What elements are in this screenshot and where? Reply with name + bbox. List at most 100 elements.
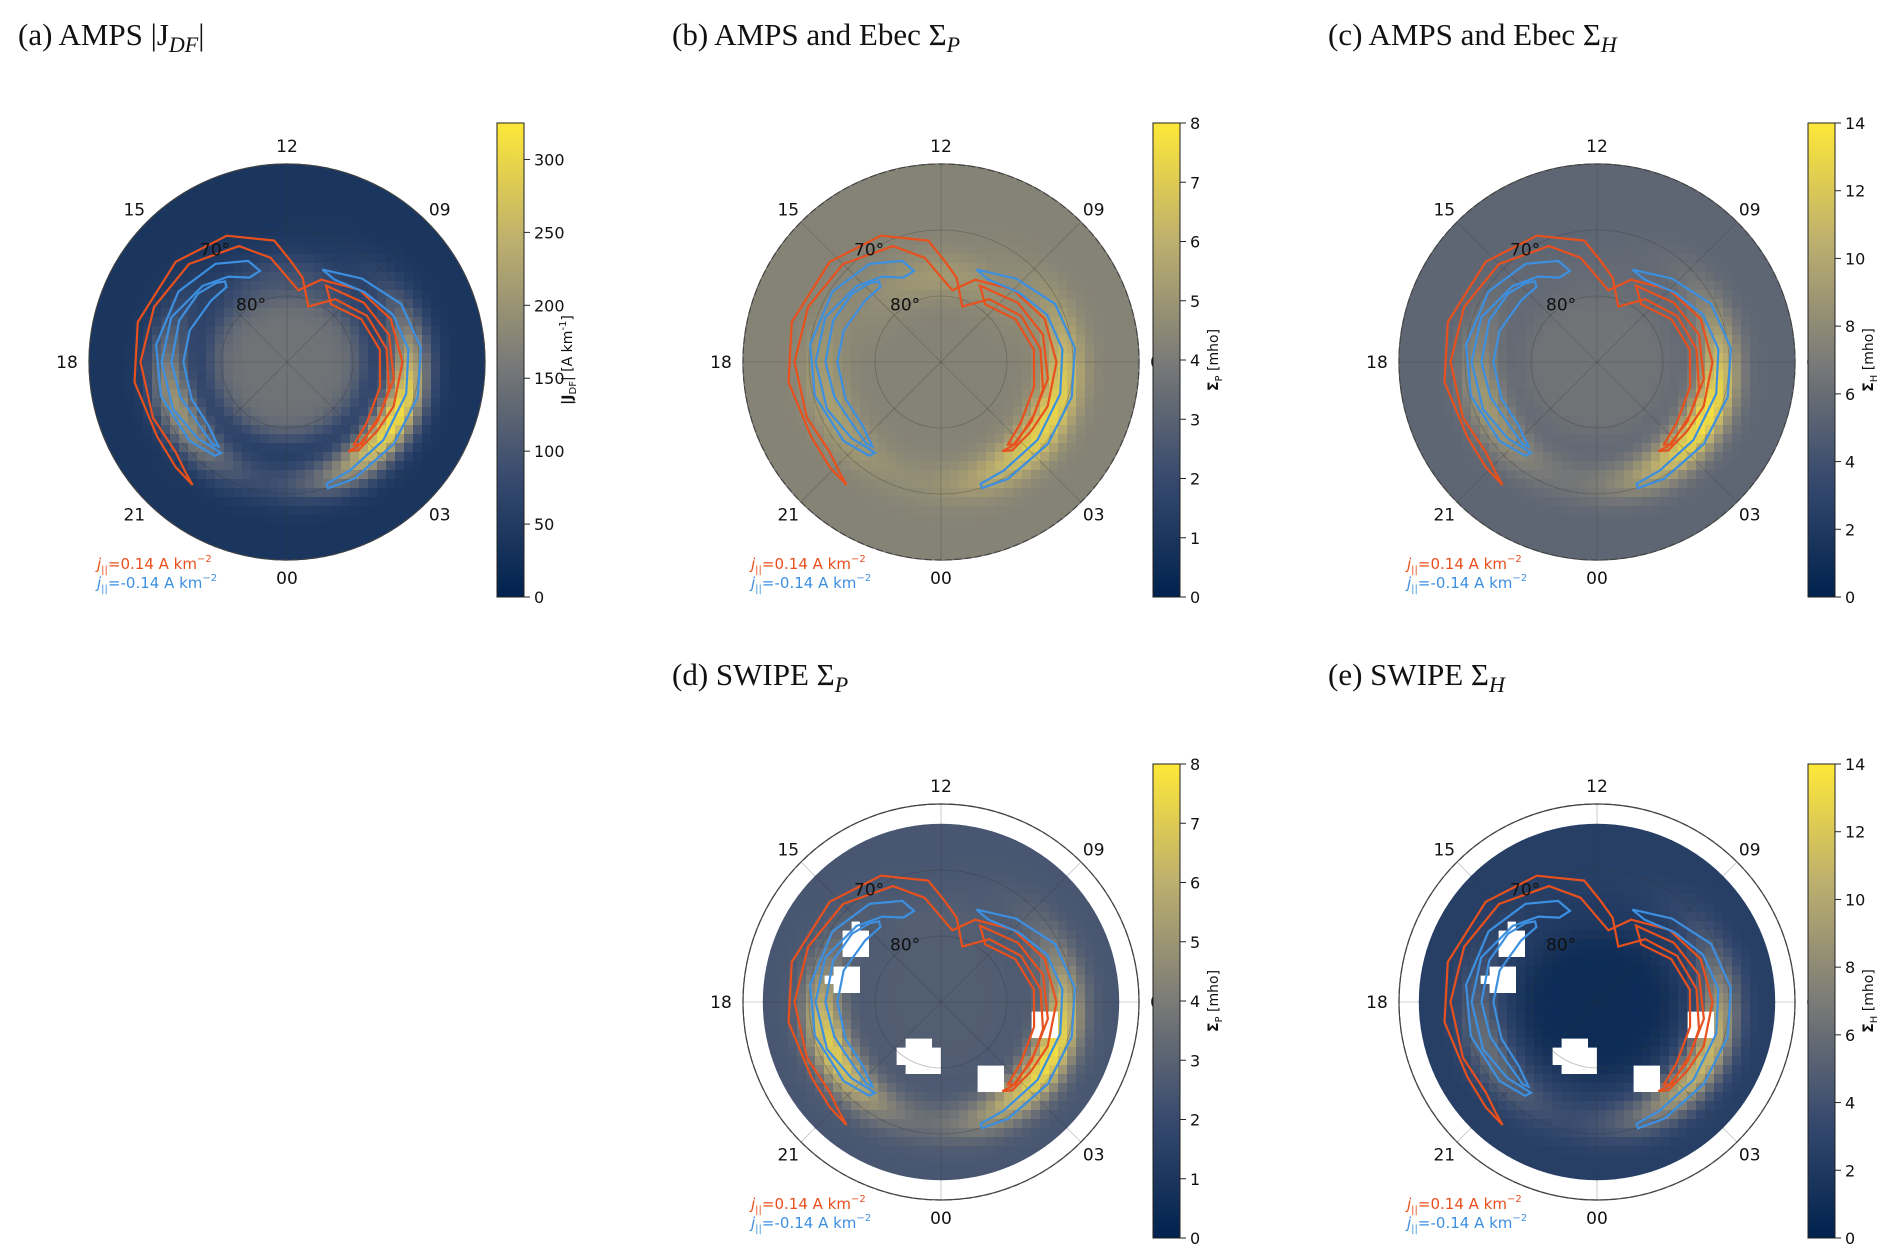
heatmap-cell	[458, 362, 468, 372]
heatmap-cell	[359, 380, 369, 390]
heatmap-cell	[788, 245, 798, 255]
heatmap-cell	[1471, 461, 1481, 471]
heatmap-cell	[770, 344, 780, 354]
heatmap-cell	[959, 470, 969, 480]
heatmap-cell	[752, 371, 762, 381]
heatmap-cell	[914, 272, 924, 282]
heatmap-cell	[1471, 263, 1481, 273]
heatmap-cell	[386, 533, 396, 543]
heatmap-cell	[1552, 344, 1562, 354]
heatmap-cell	[986, 362, 996, 372]
heatmap-cell	[467, 443, 477, 453]
heatmap-cell	[1085, 335, 1095, 345]
heatmap-cell	[1480, 263, 1490, 273]
heatmap-cell	[1678, 524, 1688, 534]
heatmap-cell	[896, 452, 906, 462]
heatmap-cell	[332, 497, 342, 507]
heatmap-cell	[179, 191, 189, 201]
heatmap-cell	[1417, 299, 1427, 309]
heatmap-cell	[1004, 326, 1014, 336]
heatmap-cell	[1498, 389, 1508, 399]
heatmap-cell	[1417, 416, 1427, 426]
heatmap-cell	[116, 344, 126, 354]
heatmap-cell	[1399, 326, 1409, 336]
heatmap-cell	[1597, 416, 1607, 426]
heatmap-cell	[1579, 335, 1589, 345]
heatmap-cell	[932, 407, 942, 417]
heatmap-cell	[914, 263, 924, 273]
heatmap-cell	[395, 200, 405, 210]
heatmap-cell	[332, 425, 342, 435]
heatmap-cell	[458, 299, 468, 309]
heatmap-cell	[959, 389, 969, 399]
heatmap-cell	[278, 182, 288, 192]
heatmap-cell	[449, 452, 459, 462]
heatmap-cell	[1480, 389, 1490, 399]
heatmap-cell	[797, 380, 807, 390]
lat-label: 80°	[1546, 296, 1576, 316]
heatmap-cell	[1615, 299, 1625, 309]
heatmap-cell	[1031, 488, 1041, 498]
heatmap-cell	[1004, 227, 1014, 237]
heatmap-cell	[1651, 254, 1661, 264]
heatmap-cell	[1435, 281, 1445, 291]
negative-fac-contour	[1631, 268, 1733, 490]
heatmap-cell	[341, 488, 351, 498]
heatmap-cell	[413, 398, 423, 408]
heatmap-cell	[1543, 227, 1553, 237]
heatmap-cell	[1714, 281, 1724, 291]
heatmap-cell	[905, 398, 915, 408]
heatmap-cell	[860, 470, 870, 480]
heatmap-cell	[851, 497, 861, 507]
heatmap-cell	[1642, 452, 1652, 462]
heatmap-cell	[968, 488, 978, 498]
heatmap-cell	[833, 317, 843, 327]
heatmap-cell	[1507, 434, 1517, 444]
heatmap-cell	[1103, 434, 1113, 444]
heatmap-cell	[1058, 398, 1068, 408]
heatmap-cell	[350, 362, 360, 372]
heatmap-cell	[386, 389, 396, 399]
heatmap-cell	[905, 191, 915, 201]
heatmap-cell	[914, 425, 924, 435]
heatmap-cell	[923, 362, 933, 372]
heatmap-cell	[1453, 470, 1463, 480]
heatmap-cell	[1076, 254, 1086, 264]
heatmap-cell	[842, 452, 852, 462]
heatmap-cell	[1597, 227, 1607, 237]
positive-fac-contour	[978, 283, 1050, 446]
heatmap-cell	[260, 245, 270, 255]
heatmap-cell	[116, 407, 126, 417]
heatmap-cell	[1651, 407, 1661, 417]
heatmap-cell	[1723, 353, 1733, 363]
heatmap-cell	[1435, 443, 1445, 453]
heatmap-cell	[206, 200, 216, 210]
heatmap-cell	[350, 353, 360, 363]
heatmap-cell	[914, 461, 924, 471]
heatmap-cell	[1103, 416, 1113, 426]
heatmap-cell	[923, 542, 933, 552]
heatmap-cell	[350, 344, 360, 354]
heatmap-cell	[1678, 200, 1688, 210]
colorbar-tick-label: 0	[534, 588, 544, 607]
heatmap-cell	[1777, 272, 1787, 282]
heatmap-cell	[188, 416, 198, 426]
heatmap-cell	[431, 263, 441, 273]
heatmap-cell	[1067, 326, 1077, 336]
heatmap-cell	[107, 407, 117, 417]
heatmap-cell	[260, 344, 270, 354]
heatmap-cell	[368, 317, 378, 327]
heatmap-cell	[968, 389, 978, 399]
heatmap-cell	[431, 452, 441, 462]
heatmap-cell	[161, 389, 171, 399]
heatmap-cell	[296, 497, 306, 507]
heatmap-cell	[404, 434, 414, 444]
heatmap-cell	[170, 254, 180, 264]
heatmap-cell	[1705, 461, 1715, 471]
heatmap-cell	[986, 254, 996, 264]
heatmap-cell	[761, 380, 771, 390]
heatmap-cell	[449, 461, 459, 471]
heatmap-cell	[1462, 407, 1472, 417]
heatmap-cell	[1040, 245, 1050, 255]
heatmap-cell	[350, 326, 360, 336]
